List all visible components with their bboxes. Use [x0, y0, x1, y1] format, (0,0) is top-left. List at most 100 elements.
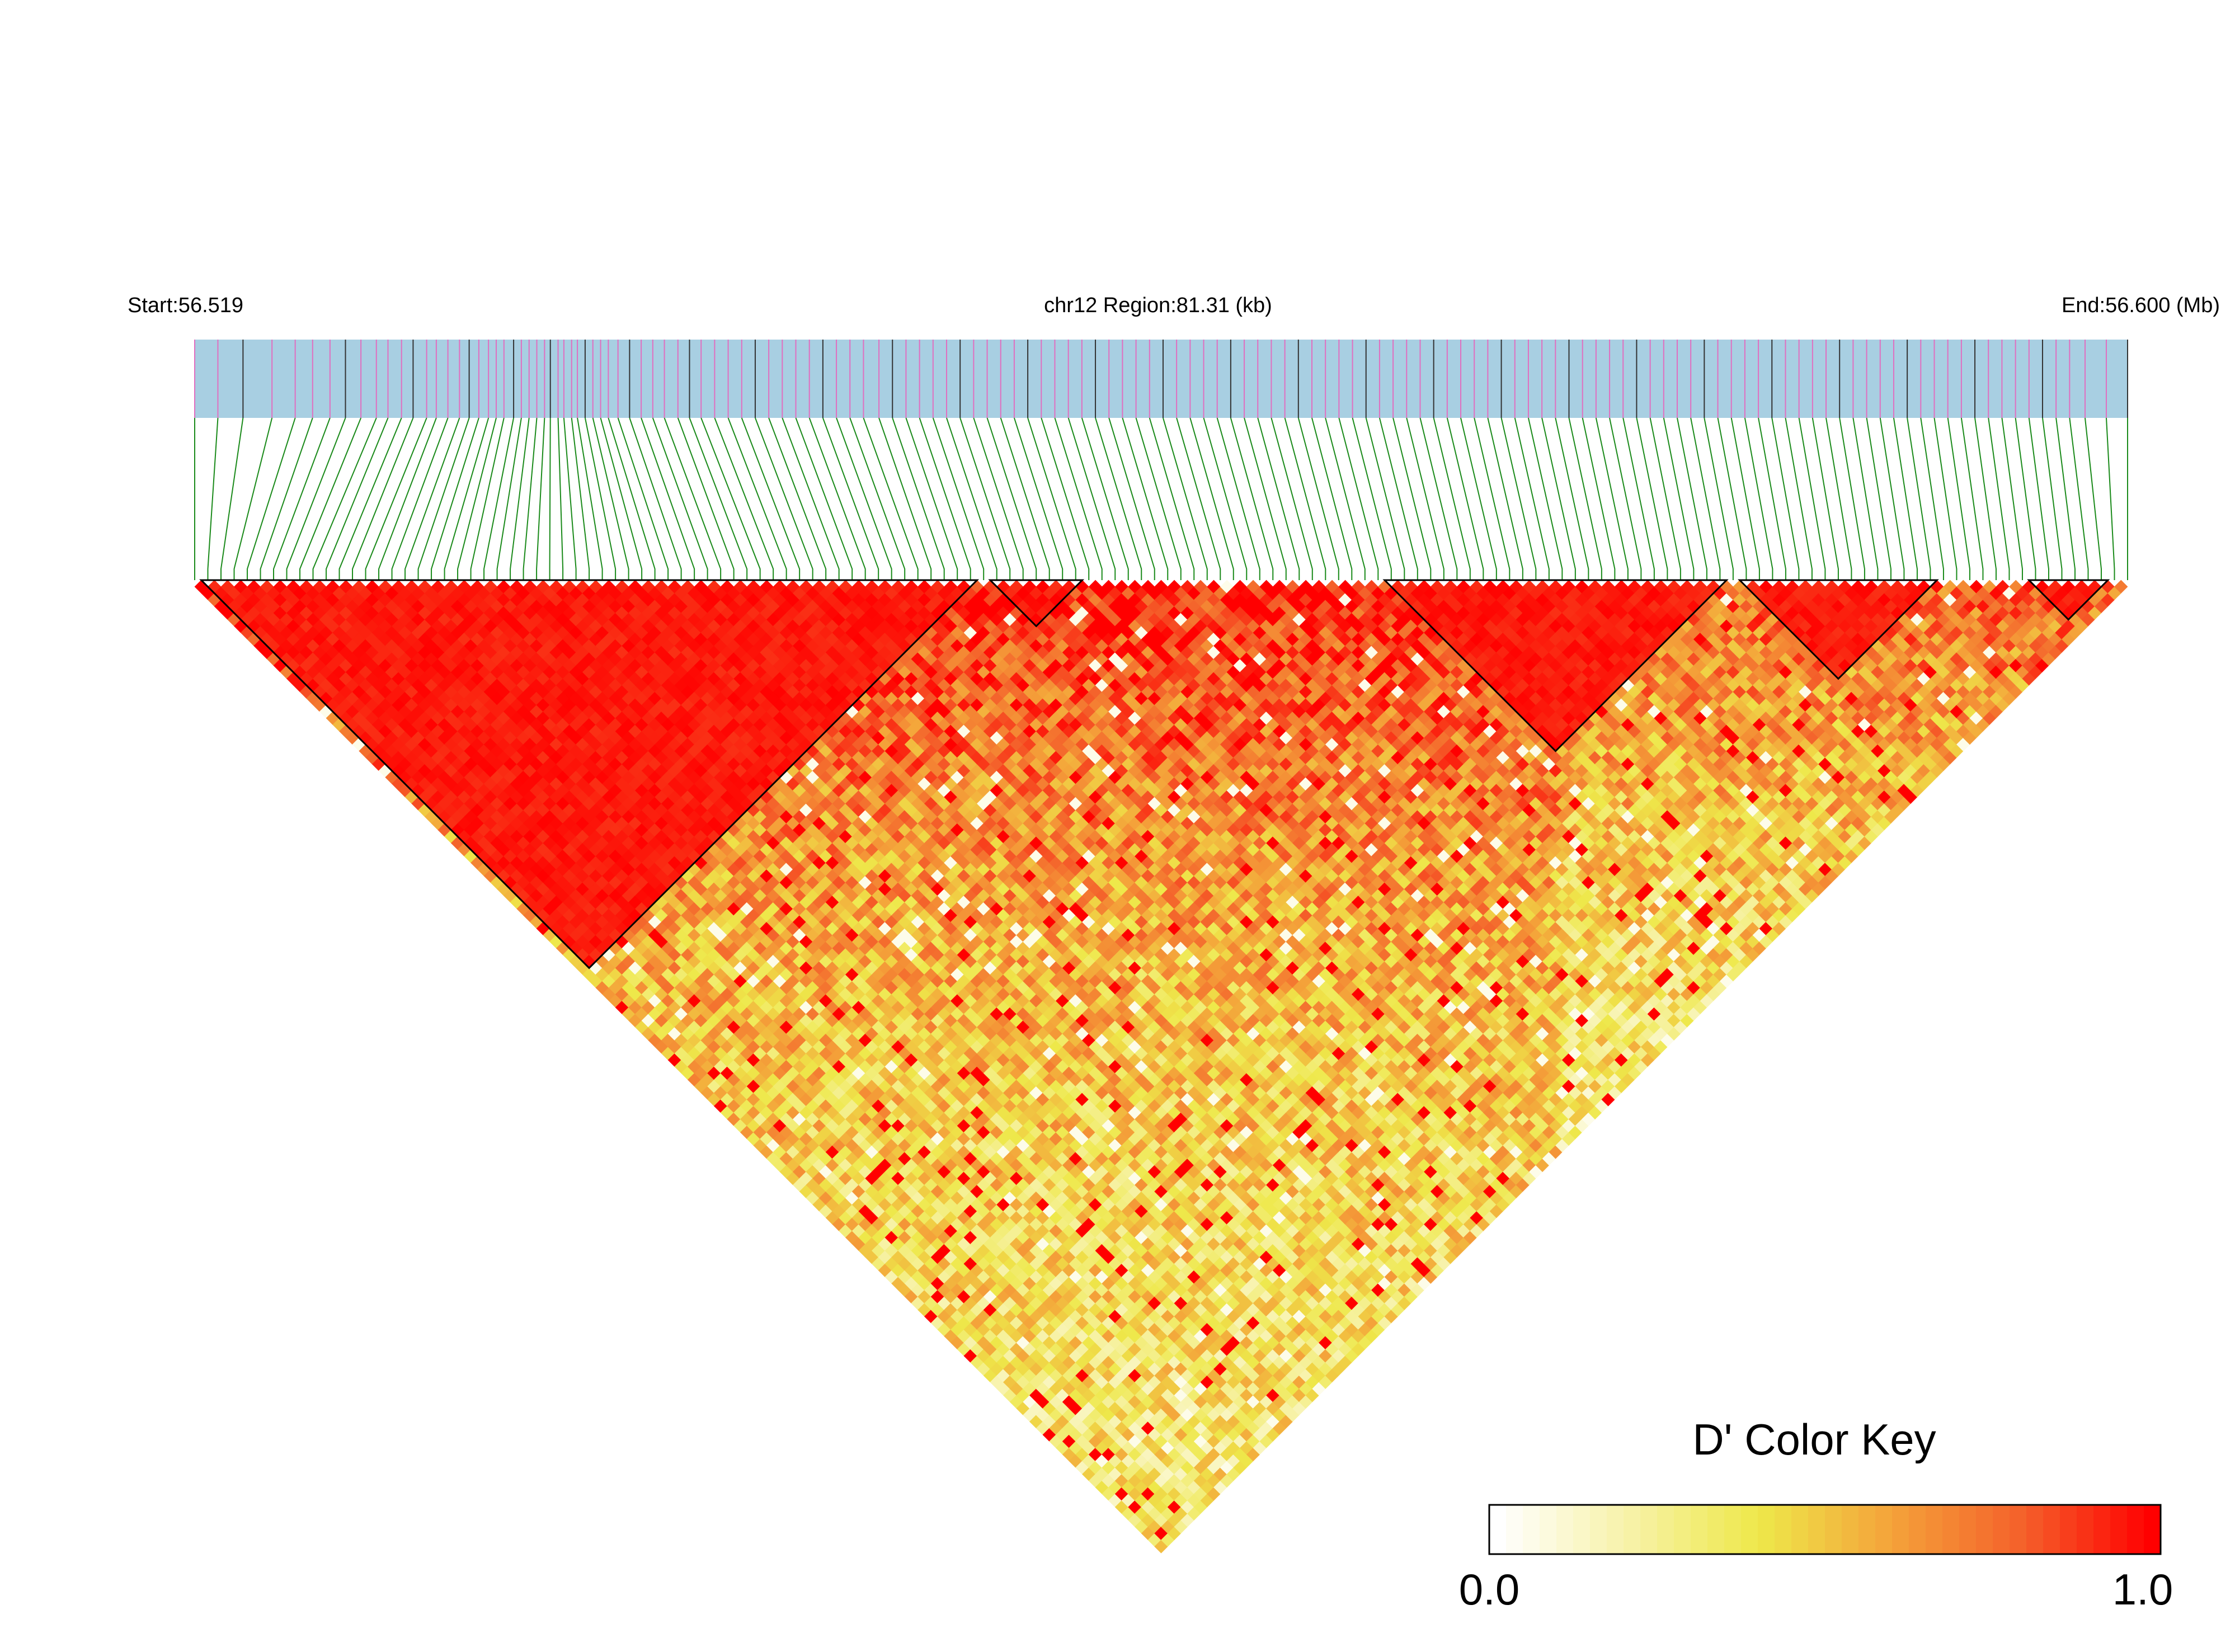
snp-connector-line — [652, 417, 708, 580]
snp-connector-line — [1365, 417, 1405, 580]
snp-connector-line — [1149, 417, 1195, 580]
snp-connector-line — [286, 417, 346, 580]
snp-connector-line — [584, 417, 617, 580]
snp-connector-line — [260, 417, 313, 580]
snp-connector-line — [312, 417, 377, 580]
snp-connector-line — [2069, 417, 2089, 580]
snp-connector-line — [905, 417, 958, 580]
snp-connector-line — [1135, 417, 1182, 580]
snp-connector-line — [1879, 417, 1905, 580]
snp-connector-line — [2028, 417, 2049, 580]
snp-connector-line — [1284, 417, 1326, 580]
snp-connector-line — [1352, 417, 1392, 580]
snp-connector-line — [1338, 417, 1379, 580]
snp-connector-lines — [194, 417, 2128, 580]
snp-connector-line — [1433, 417, 1471, 580]
snp-connector-line — [1825, 417, 1852, 580]
snp-connector-line — [220, 417, 244, 580]
snp-connector-line — [836, 417, 892, 580]
snp-connector-line — [1514, 417, 1550, 580]
snp-connector-line — [795, 417, 853, 580]
snp-connector-line — [338, 417, 402, 580]
snp-connector-line — [1920, 417, 1944, 580]
snp-connector-line — [863, 417, 919, 580]
snp-connector-line — [892, 417, 945, 580]
snp-connector-line — [1500, 417, 1537, 580]
snp-connector-line — [1785, 417, 1813, 580]
snp-connector-line — [677, 417, 735, 580]
snp-connector-line — [932, 417, 985, 580]
snp-connector-line — [1216, 417, 1260, 580]
snp-connector-line — [600, 417, 643, 580]
snp-connector-line — [755, 417, 813, 580]
snp-connector-line — [417, 417, 470, 580]
snp-connector-line — [523, 417, 538, 580]
snp-connector-line — [1974, 417, 1997, 580]
snp-connector-line — [378, 417, 437, 580]
snp-connector-line — [1271, 417, 1313, 580]
snp-connector-line — [641, 417, 695, 580]
snp-connector-line — [571, 417, 590, 580]
snp-connector-line — [2041, 417, 2063, 580]
snp-connector-line — [689, 417, 748, 580]
snp-connector-line — [1798, 417, 1826, 580]
snp-connector-line — [849, 417, 906, 580]
snp-connector-line — [592, 417, 629, 580]
snp-connector-line — [1325, 417, 1366, 580]
ld-heatmap — [194, 580, 2128, 1554]
snp-connector-line — [496, 417, 522, 580]
snp-connector-line — [1041, 417, 1090, 580]
snp-connector-line — [727, 417, 787, 580]
snp-connector-line — [1839, 417, 1865, 580]
snp-connector-line — [1771, 417, 1800, 580]
snp-connector-line — [365, 417, 427, 580]
snp-connector-line — [617, 417, 669, 580]
snp-connector-line — [822, 417, 879, 580]
snp-connector-line — [1257, 417, 1300, 580]
snp-connector-line — [404, 417, 460, 580]
snp-connector-line — [557, 417, 564, 580]
snp-connector-line — [510, 417, 530, 580]
snp-connector-line — [1108, 417, 1155, 580]
snp-connector-line — [1095, 417, 1142, 580]
snp-connector-line — [1297, 417, 1339, 580]
snp-connector-line — [1162, 417, 1208, 580]
snp-connector-line — [1406, 417, 1444, 580]
snp-connector-line — [1704, 417, 1734, 580]
snp-connector-line — [1027, 417, 1076, 580]
snp-connector-line — [1244, 417, 1287, 580]
snp-connector-line — [629, 417, 682, 580]
snp-connector-line — [959, 417, 1011, 580]
snp-connector-line — [808, 417, 866, 580]
snp-connector-line — [2084, 417, 2102, 580]
snp-connector-line — [563, 417, 577, 580]
snp-connector-line — [1609, 417, 1642, 580]
snp-connector-line — [1203, 417, 1248, 580]
snp-connector-line — [457, 417, 497, 580]
snp-connector-line — [1446, 417, 1484, 580]
snp-connector-line — [1419, 417, 1458, 580]
snp-connector-line — [1541, 417, 1576, 580]
snp-ticks — [194, 340, 2128, 418]
snp-connector-line — [1568, 417, 1602, 580]
snp-connector-line — [233, 417, 273, 580]
snp-connector-line — [986, 417, 1037, 580]
snp-connector-line — [352, 417, 414, 580]
snp-connector-line — [1392, 417, 1432, 580]
snp-connector-line — [1189, 417, 1234, 580]
snp-connector-line — [1907, 417, 1931, 580]
snp-connector-line — [1811, 417, 1839, 580]
snp-connector-line — [431, 417, 479, 580]
snp-connector-line — [878, 417, 932, 580]
snp-connector-line — [273, 417, 331, 580]
snp-connector-line — [946, 417, 997, 580]
snp-connector-line — [1460, 417, 1497, 580]
snp-connector-line — [608, 417, 656, 580]
snp-connector-line — [782, 417, 840, 580]
region-label: chr12 Region:81.31 (kb) — [1044, 294, 1272, 317]
snp-position-bar — [194, 340, 2128, 418]
snp-connector-line — [1649, 417, 1681, 580]
snp-connector-line — [207, 417, 219, 580]
snp-connector-line — [973, 417, 1024, 580]
